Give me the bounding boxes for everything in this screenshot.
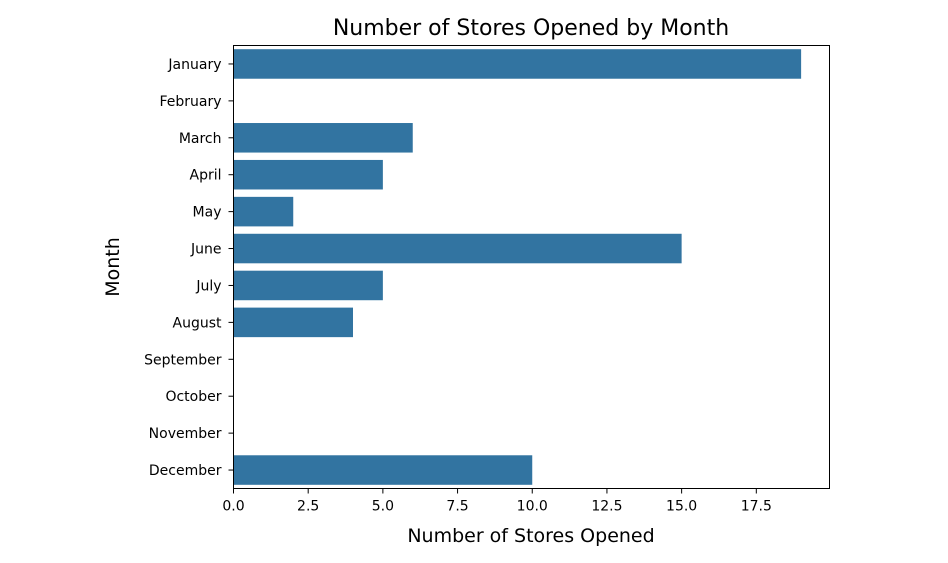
y-tick-label-october: October bbox=[165, 389, 221, 405]
y-tick-label-december: December bbox=[149, 463, 222, 479]
y-tick-label-june: June bbox=[190, 242, 222, 258]
axes-frame bbox=[233, 45, 830, 489]
x-tick-label: 10.0 bbox=[517, 499, 548, 515]
bar-august bbox=[233, 307, 353, 338]
bar-may bbox=[233, 196, 294, 227]
x-axis-label: Number of Stores Opened bbox=[407, 525, 654, 547]
y-axis-label: Month bbox=[102, 237, 124, 297]
y-tick-label-january: January bbox=[167, 57, 221, 73]
x-tick-label: 17.5 bbox=[741, 499, 772, 515]
x-tick-label: 0.0 bbox=[222, 499, 244, 515]
y-tick-label-may: May bbox=[193, 205, 222, 221]
y-tick-label-september: September bbox=[144, 352, 222, 368]
bars-group bbox=[233, 49, 802, 485]
y-tick-label-november: November bbox=[149, 426, 222, 442]
y-tick-label-february: February bbox=[159, 94, 221, 110]
y-axis-ticks: January February March April May June July Augu… bbox=[144, 57, 234, 479]
x-tick-label: 5.0 bbox=[372, 499, 394, 515]
x-tick-label: 12.5 bbox=[591, 499, 622, 515]
bar-january bbox=[233, 49, 802, 79]
y-tick-label-july: July bbox=[195, 278, 221, 294]
y-tick-label-april: April bbox=[190, 168, 222, 184]
bar-april bbox=[233, 159, 383, 190]
x-tick-label: 15.0 bbox=[666, 499, 697, 515]
x-tick-label: 2.5 bbox=[297, 499, 319, 515]
bar-march bbox=[233, 123, 413, 153]
x-axis-ticks: 0.0 2.5 5.0 7.5 10.0 12.5 15.0 17.5 bbox=[222, 488, 772, 515]
y-tick-label-march: March bbox=[179, 131, 222, 147]
x-tick-label: 7.5 bbox=[446, 499, 468, 515]
chart-title: Number of Stores Opened by Month bbox=[333, 16, 729, 41]
bar-june bbox=[233, 233, 682, 264]
bar-july bbox=[233, 270, 383, 301]
bar-december bbox=[233, 455, 533, 485]
y-tick-label-august: August bbox=[173, 315, 223, 331]
